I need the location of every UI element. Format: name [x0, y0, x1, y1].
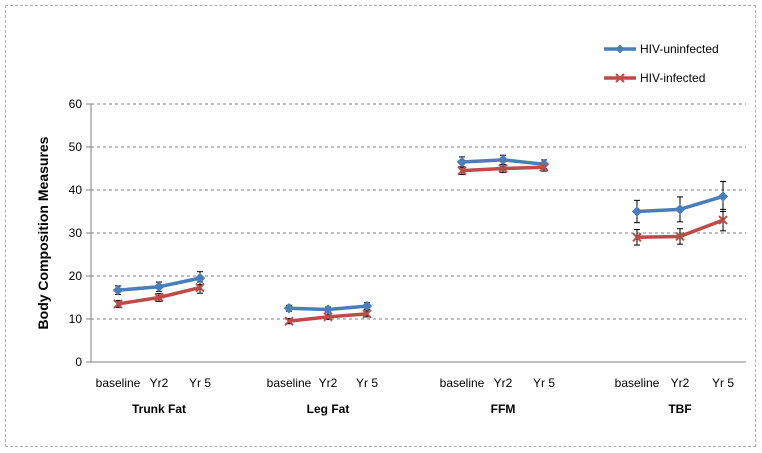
series-markers	[112, 154, 729, 326]
y-tick-label: 50	[69, 140, 83, 154]
x-marker-stroke	[457, 165, 467, 176]
x-marker	[323, 312, 333, 322]
x-marker	[113, 299, 123, 309]
y-tick-labels: 0 10 20 30 40 50 60	[69, 97, 83, 369]
y-tick-label: 60	[69, 97, 83, 111]
diamond-marker	[497, 154, 509, 166]
x-marker	[539, 162, 549, 172]
x-marker	[675, 231, 685, 242]
x-marker-stroke	[195, 282, 205, 293]
x-category-label: Yr2	[671, 376, 690, 390]
x-category-label: baseline	[96, 376, 141, 390]
y-tick-label: 30	[69, 226, 83, 240]
y-tick-label: 10	[69, 312, 83, 326]
x-marker-stroke	[539, 162, 549, 172]
diamond-marker	[361, 300, 373, 312]
legend-marker	[615, 73, 625, 83]
x-marker	[195, 282, 205, 293]
x-marker-stroke	[362, 309, 372, 319]
x-marker	[457, 165, 467, 176]
x-marker-stroke	[154, 292, 164, 303]
diamond-marker	[322, 304, 334, 315]
x-marker-stroke	[718, 215, 728, 225]
x-category-label: Yr 5	[189, 376, 211, 390]
diamond-marker	[538, 158, 550, 170]
x-marker-stroke	[323, 312, 333, 322]
axes	[86, 103, 746, 363]
x-marker	[362, 309, 372, 319]
legend: HIV-uninfected HIV-infected	[604, 42, 719, 85]
x-category-label: Yr2	[494, 376, 513, 390]
x-category-label: Yr2	[150, 376, 169, 390]
diamond-marker	[283, 303, 295, 314]
legend-label: HIV-infected	[640, 71, 705, 85]
x-group-label: FFM	[491, 402, 516, 416]
x-marker-stroke	[113, 299, 123, 309]
x-category-label: Yr 5	[356, 376, 378, 390]
x-marker	[154, 292, 164, 303]
series-lines	[117, 158, 724, 323]
x-marker	[718, 215, 728, 225]
diamond-marker	[153, 281, 165, 292]
x-category-label: baseline	[440, 376, 485, 390]
x-marker-stroke	[498, 163, 508, 174]
x-marker-stroke	[675, 231, 685, 242]
y-axis-title: Body Composition Measures	[35, 136, 51, 329]
diamond-marker	[112, 284, 124, 296]
legend-label: HIV-uninfected	[640, 42, 719, 56]
y-tick-label: 40	[69, 183, 83, 197]
x-marker	[284, 316, 294, 326]
diamond-marker	[456, 156, 468, 168]
diamond-marker	[631, 206, 643, 217]
legend-marker	[615, 44, 625, 54]
diamond-marker	[194, 272, 206, 284]
x-group-label: Leg Fat	[307, 402, 350, 416]
x-marker-stroke	[284, 316, 294, 326]
diamond-marker	[717, 191, 729, 202]
x-category-label: baseline	[615, 376, 660, 390]
x-category-label: Yr 5	[712, 376, 734, 390]
x-group-label: Trunk Fat	[132, 402, 186, 416]
x-category-label: Yr 5	[533, 376, 555, 390]
x-category-label: Yr2	[319, 376, 338, 390]
y-tick-label: 20	[69, 269, 83, 283]
y-tick-label: 0	[75, 355, 82, 369]
x-marker	[632, 232, 642, 243]
x-group-label: TBF	[668, 402, 691, 416]
x-marker-stroke	[632, 232, 642, 243]
x-category-label: baseline	[267, 376, 312, 390]
x-marker	[498, 163, 508, 174]
diamond-marker	[674, 204, 686, 215]
